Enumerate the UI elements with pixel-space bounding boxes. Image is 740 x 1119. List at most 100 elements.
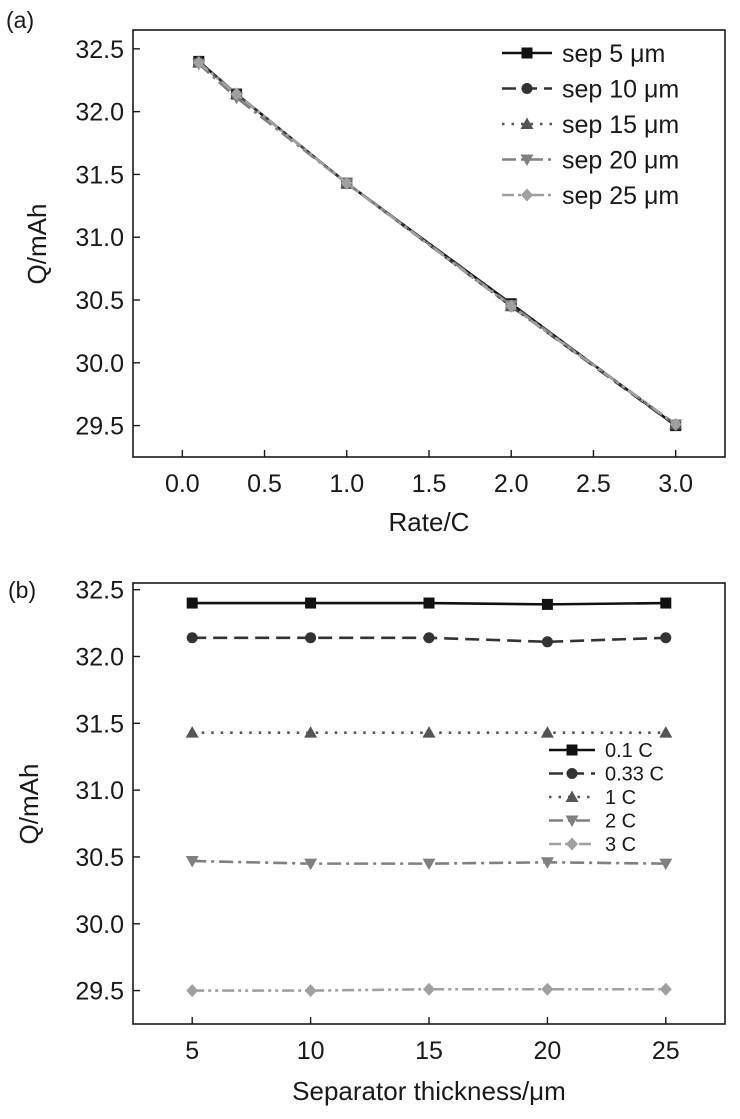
panel-b-legend-item: 0.1 C — [549, 740, 653, 762]
panel-b-data-point — [659, 982, 672, 996]
panel-b-legend: 0.1 C0.33 C1 C2 C3 C — [549, 740, 664, 856]
panel-b-y-axis-label: Q/mAh — [14, 764, 44, 845]
panel-a-data-point — [669, 417, 682, 431]
panel-a-y-tick-label: 32.5 — [75, 36, 124, 64]
panel-a-y-tick-label: 32.0 — [75, 99, 124, 127]
panel-b-legend-marker — [566, 837, 578, 851]
panel-a-legend-label: sep 15 μm — [562, 111, 679, 139]
panel-b-data-point — [423, 982, 435, 996]
panel-a-series-5 — [192, 56, 682, 431]
panel-a-legend: sep 5 μm sep 10 μm sep 15 μm sep 20 μm sep 2… — [502, 40, 679, 210]
panel-a-legend-marker — [521, 83, 533, 94]
panel-b-legend-label: 3 C — [605, 834, 636, 856]
panel-a-x-tick-label: 1.0 — [329, 470, 364, 498]
panel-b-legend-item: 2 C — [549, 811, 636, 833]
panel-a-y-tick-label: 29.5 — [75, 413, 124, 441]
panel-b-data-point — [660, 632, 672, 644]
panel-a-legend-label: sep 25 μm — [562, 182, 679, 210]
panel-b-data-point — [304, 858, 318, 871]
panel-b: (b) 29.5 30.0 30.5 31.0 31.5 32.0 32.5 5 10 15 20… — [8, 577, 726, 1106]
panel-b-y-tick-label: 32.5 — [75, 577, 124, 605]
panel-b-legend-label: 2 C — [605, 811, 636, 833]
panel-b-data-point — [422, 726, 436, 738]
panel-b-legend-marker — [565, 815, 579, 827]
panel-a-x-tick-label: 1.5 — [412, 470, 447, 498]
panel-a-y-tick-label: 30.5 — [75, 287, 124, 315]
panel-b-data-point — [541, 982, 554, 996]
panel-b-x-tick-label: 10 — [297, 1037, 325, 1065]
panel-a-legend-marker — [520, 117, 534, 129]
panel-a-x-tick-label: 3.0 — [658, 470, 693, 498]
panel-b-data-point — [659, 726, 673, 738]
panel-b-x-tick-label: 5 — [185, 1037, 199, 1065]
panel-b-y-tick-label: 29.5 — [75, 978, 124, 1006]
panel-b-legend-label: 1 C — [605, 787, 636, 809]
panel-b-series-line — [192, 987, 666, 992]
panel-b-label: (b) — [8, 577, 36, 603]
panel-a-data-point — [230, 87, 243, 101]
panel-b-data-point — [185, 726, 199, 738]
panel-b-legend-item: 3 C — [549, 834, 636, 856]
panel-b-x-tick-label: 25 — [652, 1037, 680, 1065]
panel-b-series-4 — [185, 855, 673, 871]
panel-b-data-point — [422, 858, 436, 871]
panel-b-data-point — [540, 857, 554, 869]
panel-b-series-5 — [186, 982, 672, 998]
panel-b-x-tick-label: 15 — [415, 1037, 443, 1065]
panel-b-y-tick-label: 31.5 — [75, 710, 124, 738]
panel-b-x-axis-label: Separator thickness/μm — [292, 1076, 566, 1106]
panel-b-data-point — [305, 597, 317, 609]
panel-b-y-tick-label: 31.0 — [75, 777, 124, 805]
panel-b-data-point — [185, 855, 199, 868]
panel-a-legend-item: sep 10 μm — [502, 76, 679, 104]
panel-b-x-tick-label: 20 — [533, 1037, 561, 1065]
panel-b-legend-marker — [565, 790, 579, 802]
panel-b-data-point — [186, 597, 198, 609]
panel-b-data-point — [540, 726, 554, 738]
panel-b-data-point — [186, 984, 199, 998]
panel-b-data-point — [304, 726, 318, 738]
panel-b-legend-marker — [566, 768, 578, 779]
panel-b-frame — [132, 582, 726, 1025]
panel-a-legend-marker — [521, 47, 533, 59]
panel-b-data-point — [186, 632, 198, 644]
panel-a-x-tick-label: 2.0 — [494, 470, 529, 498]
panel-a-legend-marker — [521, 188, 533, 202]
panel-a-y-tick-label: 30.0 — [75, 350, 124, 378]
panel-b-data-point — [541, 598, 553, 610]
panel-a-legend-label: sep 5 μm — [562, 40, 665, 68]
panel-b-legend-item: 0.33 C — [549, 764, 664, 786]
panel-a-x-axis-label: Rate/C — [389, 507, 470, 537]
panel-a-legend-item: sep 5 μm — [502, 40, 665, 68]
panel-a-x-tick-label: 0.5 — [247, 470, 282, 498]
panel-b-data-point — [659, 858, 673, 871]
panel-a-legend-item: sep 15 μm — [502, 111, 679, 139]
panel-a-y-axis-label: Q/mAh — [22, 204, 52, 285]
panel-b-legend-label: 0.1 C — [605, 740, 653, 762]
panel-b-data-point — [304, 984, 317, 998]
panel-b-y-tick-label: 32.0 — [75, 644, 124, 672]
panel-b-series-1 — [186, 597, 672, 610]
panel-a-legend-label: sep 10 μm — [562, 76, 679, 104]
panel-a-data-point — [192, 56, 205, 70]
panel-b-data-point — [541, 636, 553, 648]
panel-b-series-3 — [185, 726, 673, 738]
panel-a: (a) 29.5 30.0 30.5 31.0 31.5 32.0 32.5 0.0 0.5 1… — [6, 7, 726, 537]
panel-a-legend-label: sep 20 μm — [562, 147, 679, 175]
panel-a-y-tick-label: 31.0 — [75, 224, 124, 252]
panel-a-label: (a) — [6, 7, 34, 33]
panel-b-data-point — [423, 632, 435, 644]
panel-a-legend-item: sep 25 μm — [502, 182, 679, 210]
panel-a-legend-marker — [520, 154, 534, 166]
panel-a-data-point — [340, 176, 353, 190]
panel-a-x-tick-label: 2.5 — [576, 470, 611, 498]
panel-b-y-tick-label: 30.0 — [75, 911, 124, 939]
panel-a-y-tick-label: 31.5 — [75, 161, 124, 189]
panel-b-data-point — [660, 597, 672, 609]
panel-b-legend-marker — [566, 744, 578, 756]
panel-b-series-2 — [186, 632, 672, 648]
panel-b-legend-label: 0.33 C — [605, 764, 664, 786]
panel-a-legend-item: sep 20 μm — [502, 147, 679, 175]
panel-a-x-tick-label: 0.0 — [165, 470, 200, 498]
